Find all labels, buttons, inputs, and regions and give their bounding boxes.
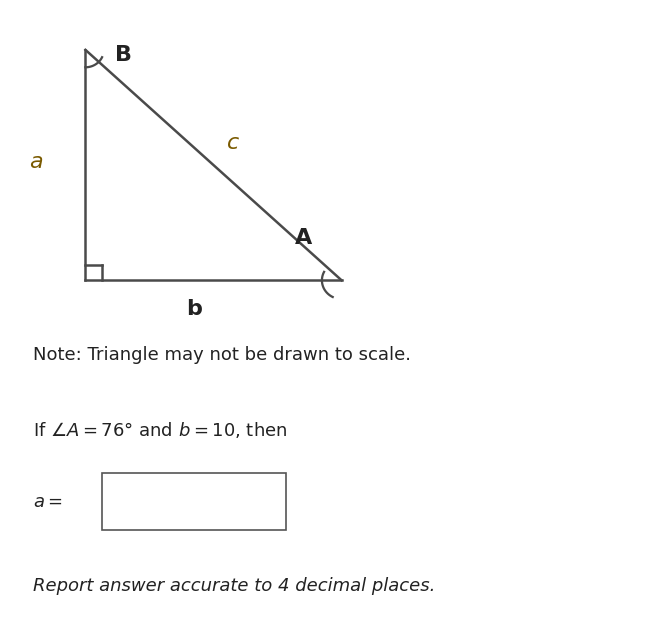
Text: B: B <box>115 45 132 65</box>
Text: $a =$: $a =$ <box>33 493 62 510</box>
Text: c: c <box>227 133 239 153</box>
Text: a: a <box>30 152 43 172</box>
Text: Note: Triangle may not be drawn to scale.: Note: Triangle may not be drawn to scale… <box>33 346 411 364</box>
FancyBboxPatch shape <box>102 473 286 530</box>
Text: b: b <box>186 299 202 319</box>
Text: If $\angle A = 76°$ and $b = 10$, then: If $\angle A = 76°$ and $b = 10$, then <box>33 420 287 440</box>
Text: A: A <box>295 228 312 248</box>
Text: Report answer accurate to 4 decimal places.: Report answer accurate to 4 decimal plac… <box>33 577 435 594</box>
